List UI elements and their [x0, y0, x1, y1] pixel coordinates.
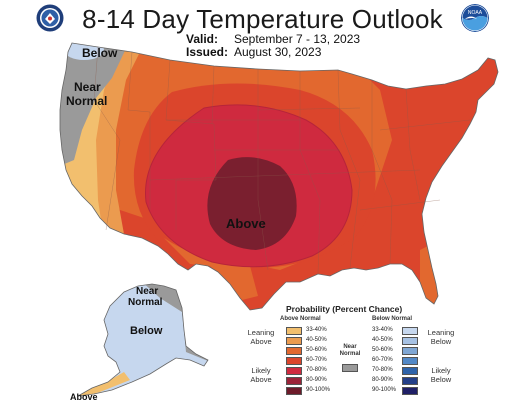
legend-below-swatch-4 — [402, 367, 418, 375]
legend-above-swatch-5 — [286, 377, 302, 385]
page-title: 8-14 Day Temperature Outlook — [82, 4, 443, 34]
legend-below-range-3: 60-70% — [372, 357, 393, 363]
legend-above-range-5: 80-90% — [306, 377, 327, 383]
likely-above-line1: Likely — [251, 366, 271, 375]
doc-seal-icon — [36, 4, 64, 32]
legend-below-range-5: 80-90% — [372, 377, 393, 383]
legend-below-swatch-5 — [402, 377, 418, 385]
legend-above-range-0: 33-40% — [306, 327, 327, 333]
near-normal-line1: Near — [343, 344, 357, 350]
legend-above-range-4: 70-80% — [306, 367, 327, 373]
legend-above-swatch-0 — [286, 327, 302, 335]
legend-below-range-0: 33-40% — [372, 327, 393, 333]
label-above-ak: Above — [70, 392, 98, 402]
legend-below-header: Below Normal — [372, 316, 413, 322]
legend-likely-below: Likely Below — [424, 366, 458, 384]
legend-near-normal-swatch — [342, 364, 358, 372]
label-near-ak-2: Normal — [128, 297, 163, 308]
legend-below-range-6: 90-100% — [372, 387, 397, 393]
legend-above-swatch-2 — [286, 347, 302, 355]
date-block: Valid: September 7 - 13, 2023 Issued: Augu… — [186, 33, 360, 59]
legend-above-range-3: 60-70% — [306, 357, 327, 363]
noaa-icon: NOAA — [461, 4, 489, 32]
band-80-90 — [207, 157, 297, 250]
label-near-west-2: Normal — [66, 94, 107, 108]
legend-below-swatch-6 — [402, 387, 418, 395]
label-below-nw: Below — [82, 46, 118, 60]
likely-below-line2: Below — [430, 375, 452, 384]
label-near-west-1: Near — [74, 80, 101, 94]
legend-leaning-above: Leaning Above — [244, 328, 278, 346]
near-normal-line2: Normal — [339, 351, 361, 357]
legend-below-range-4: 70-80% — [372, 367, 393, 373]
legend-below-swatch-3 — [402, 357, 418, 365]
issued-value: August 30, 2023 — [234, 45, 322, 59]
issued-label: Issued: — [186, 45, 229, 59]
conus-outline — [59, 42, 499, 311]
legend-above-swatch-6 — [286, 387, 302, 395]
likely-above-line2: Above — [250, 375, 272, 384]
legend-above-range-2: 50-60% — [306, 347, 327, 353]
legend-near-normal: Near Normal — [334, 344, 366, 358]
noaa-logo-text: NOAA — [468, 10, 483, 16]
legend-below-swatch-1 — [402, 337, 418, 345]
legend: Probability (Percent Chance) Above Norma… — [238, 304, 478, 404]
legend-below-swatch-0 — [402, 327, 418, 335]
label-near-ak-1: Near — [136, 286, 158, 297]
legend-above-range-1: 40-50% — [306, 337, 327, 343]
valid-row: Valid: September 7 - 13, 2023 — [186, 33, 360, 46]
valid-value: September 7 - 13, 2023 — [234, 32, 361, 46]
alaska-outline — [77, 283, 209, 397]
legend-leaning-below: Leaning Below — [424, 328, 458, 346]
leaning-above-line1: Leaning — [247, 328, 275, 337]
state-lines — [93, 46, 471, 275]
legend-below-range-1: 40-50% — [372, 337, 393, 343]
legend-above-swatch-1 — [286, 337, 302, 345]
leaning-below-line2: Below — [430, 337, 452, 346]
legend-title: Probability (Percent Chance) — [286, 304, 403, 314]
legend-above-range-6: 90-100% — [306, 387, 331, 393]
leaning-above-line2: Above — [250, 337, 272, 346]
near-normal-region — [60, 43, 130, 170]
conus-outlook — [60, 43, 498, 310]
valid-label: Valid: — [186, 32, 219, 46]
issued-row: Issued: August 30, 2023 — [186, 46, 360, 59]
legend-below-swatch-2 — [402, 347, 418, 355]
leaning-below-line1: Leaning — [427, 328, 455, 337]
label-above-center: Above — [226, 216, 266, 231]
legend-below-range-2: 50-60% — [372, 347, 393, 353]
legend-above-header: Above Normal — [280, 316, 321, 322]
legend-above-swatch-3 — [286, 357, 302, 365]
likely-below-line1: Likely — [431, 366, 451, 375]
legend-likely-above: Likely Above — [244, 366, 278, 384]
alaska-above — [78, 372, 130, 396]
legend-above-swatch-4 — [286, 367, 302, 375]
label-below-ak: Below — [130, 325, 163, 337]
